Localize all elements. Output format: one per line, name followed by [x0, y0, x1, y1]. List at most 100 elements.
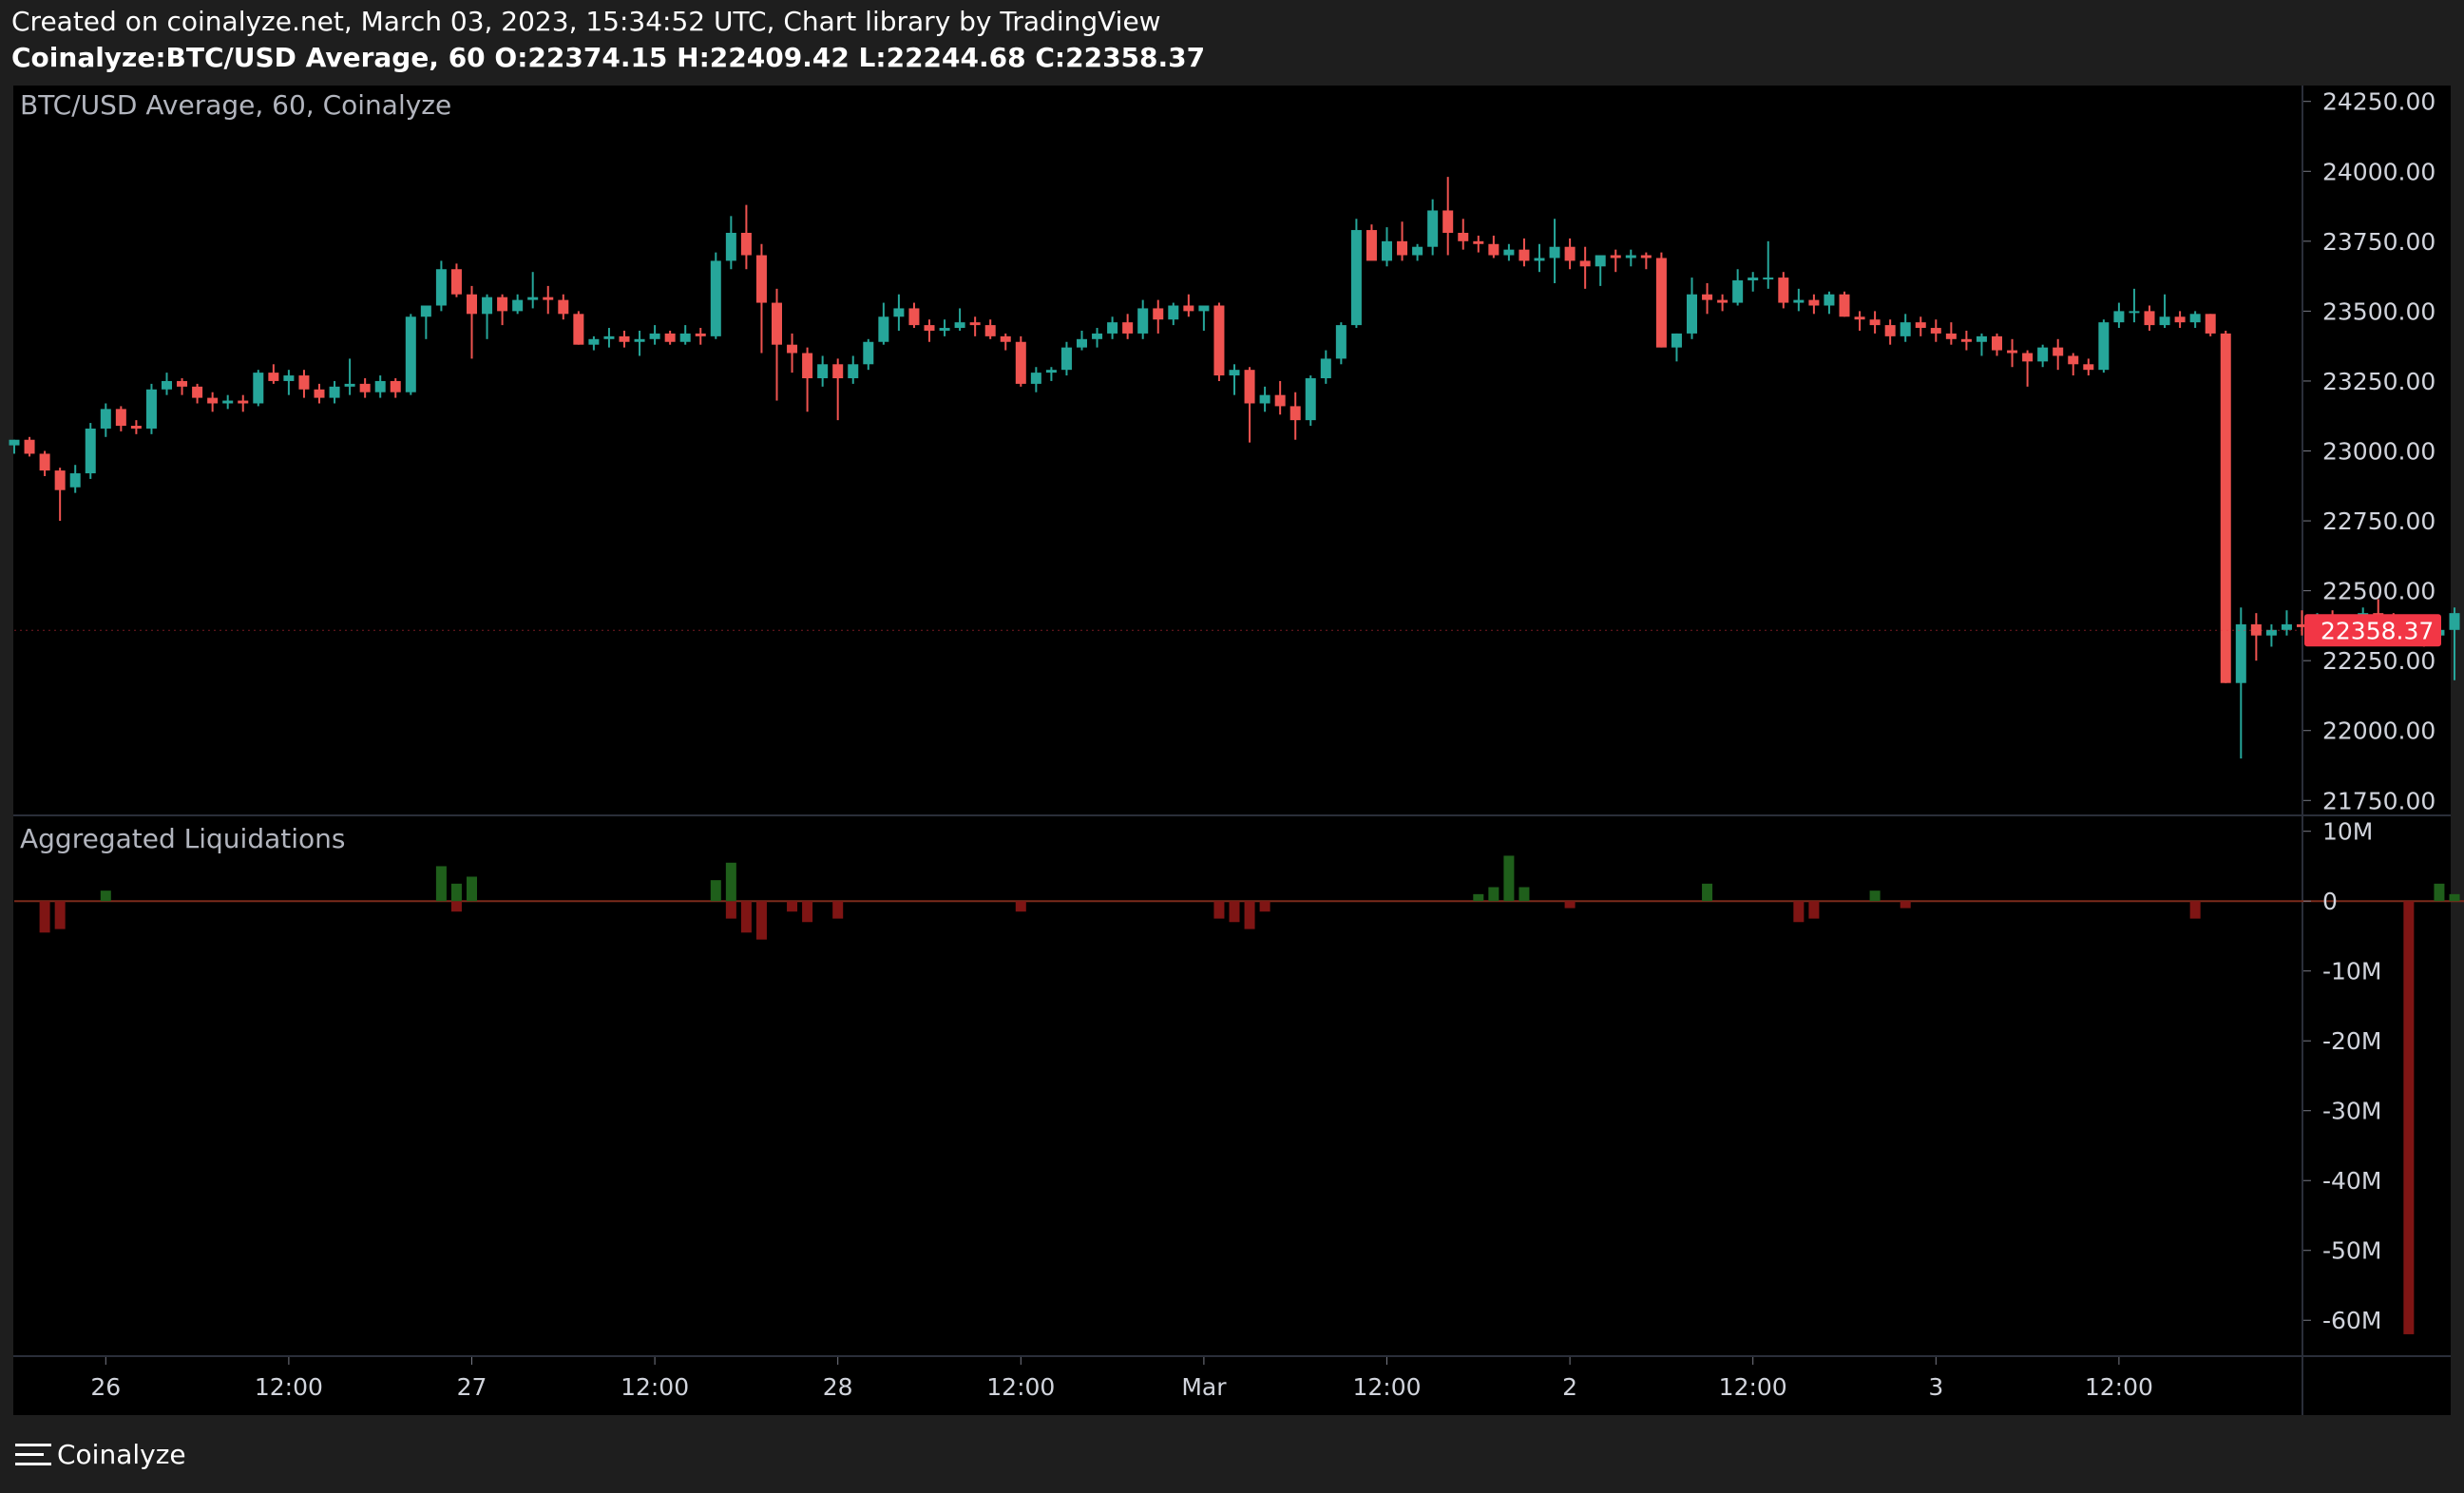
liq-long-bar	[450, 901, 462, 912]
candle-body	[1183, 305, 1194, 312]
candle-body	[1824, 294, 1835, 306]
candle-body	[908, 308, 920, 326]
candle-body	[2144, 311, 2155, 326]
candle-body	[1640, 255, 1652, 258]
candle-body	[1579, 260, 1591, 267]
candle-body	[1015, 341, 1026, 384]
liq-long-bar	[54, 901, 66, 929]
candle-body	[1717, 299, 1729, 303]
candle-body	[238, 400, 249, 404]
candle-body	[2129, 311, 2140, 314]
candle	[467, 285, 477, 359]
candle-body	[558, 299, 569, 315]
candle	[832, 358, 844, 421]
candle-body	[1595, 255, 1606, 267]
candle-body	[9, 439, 20, 446]
candle-body	[527, 297, 539, 300]
candle-body	[329, 386, 340, 398]
candle	[2189, 311, 2201, 329]
candle	[39, 450, 50, 476]
time-tick-label: 2	[1562, 1373, 1577, 1401]
footer-brand[interactable]: Coinalyze	[10, 1439, 186, 1470]
candle-body	[1793, 299, 1805, 303]
liq-long-bar	[2189, 901, 2201, 919]
candle	[573, 311, 584, 345]
candle	[848, 355, 859, 384]
candle	[1030, 367, 1041, 392]
liq-long-bar	[832, 901, 844, 919]
candle-body	[848, 364, 859, 378]
time-tick-label: 3	[1928, 1373, 1943, 1401]
candle	[1168, 302, 1179, 326]
price-tick-label: 22250.00	[2322, 647, 2435, 675]
candle-body	[588, 338, 600, 345]
candle	[69, 465, 81, 493]
liq-long-bar	[725, 901, 736, 919]
candle	[2007, 338, 2018, 368]
candle-body	[1687, 294, 1697, 334]
candle	[1854, 311, 1865, 331]
candle	[863, 338, 874, 371]
candle	[2053, 338, 2064, 371]
candle	[695, 328, 706, 345]
liq-long-bar	[1244, 901, 1255, 929]
candle	[893, 294, 905, 331]
liq-tick-label: -10M	[2322, 958, 2381, 986]
candle	[1671, 333, 1682, 362]
candle	[24, 436, 35, 457]
candle	[1183, 294, 1194, 317]
candle-body	[543, 297, 554, 300]
liq-short-bar	[2434, 883, 2445, 902]
candle-body	[984, 325, 996, 336]
candle-body	[390, 380, 401, 392]
time-tick-label: Mar	[1181, 1373, 1227, 1401]
liq-tick-label: -40M	[2322, 1167, 2381, 1195]
candle	[634, 330, 645, 356]
candle	[54, 468, 66, 522]
candle-body	[314, 389, 325, 398]
candle-body	[1045, 370, 1057, 373]
candle	[924, 319, 935, 342]
candle	[207, 392, 219, 412]
candle	[2068, 353, 2079, 376]
candle-body	[1915, 322, 1926, 329]
candle	[1930, 319, 1941, 342]
candle	[2174, 311, 2186, 329]
candle-body	[1884, 325, 1896, 336]
liq-tick-label: -20M	[2322, 1027, 2381, 1055]
candle-body	[2174, 316, 2186, 323]
candle	[1992, 333, 2002, 356]
liq-short-bar	[100, 890, 111, 902]
candle-body	[2159, 316, 2170, 326]
candle-body	[1748, 278, 1759, 281]
candle	[1077, 330, 1087, 351]
candle	[2235, 607, 2246, 759]
liq-tick-label: 0	[2322, 888, 2338, 915]
candle-body	[39, 453, 50, 471]
candle-body	[573, 314, 584, 345]
last-price-label: 22358.37	[2321, 617, 2434, 644]
liq-short-bar	[467, 876, 477, 902]
candle	[329, 380, 340, 404]
candle	[603, 328, 615, 348]
candle	[2083, 358, 2094, 376]
liq-long-bar	[1793, 901, 1805, 923]
liq-short-bar	[2449, 893, 2460, 902]
candle-body	[725, 233, 736, 261]
candle-body	[2098, 322, 2110, 371]
candle	[619, 330, 630, 348]
candle	[649, 325, 660, 345]
liq-short-bar	[1488, 887, 1499, 902]
candle	[1687, 278, 1697, 339]
candle	[1595, 255, 1606, 286]
price-pane-bg	[13, 86, 2302, 814]
candle-body	[2205, 314, 2216, 334]
candle-body	[969, 322, 981, 326]
candle-body	[1244, 370, 1255, 404]
candle	[2129, 288, 2140, 323]
liq-long-bar	[787, 901, 798, 912]
candle-body	[939, 328, 950, 331]
candle-body	[1030, 373, 1041, 384]
candle	[130, 420, 142, 434]
